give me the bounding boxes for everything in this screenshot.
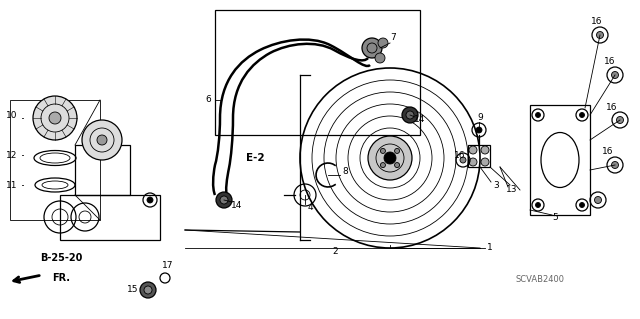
Circle shape	[147, 197, 153, 203]
Circle shape	[395, 163, 399, 167]
Text: 16: 16	[604, 57, 616, 66]
Text: 4: 4	[307, 204, 313, 212]
Text: B-25-20: B-25-20	[40, 253, 83, 263]
Circle shape	[460, 157, 466, 163]
Text: 16: 16	[602, 147, 614, 157]
Circle shape	[82, 120, 122, 160]
Text: 2: 2	[332, 248, 338, 256]
Circle shape	[476, 127, 482, 133]
Circle shape	[469, 158, 477, 166]
Circle shape	[595, 197, 602, 204]
Circle shape	[380, 148, 385, 153]
Circle shape	[596, 32, 604, 39]
Text: 17: 17	[163, 261, 173, 270]
Circle shape	[536, 113, 541, 117]
Text: 14: 14	[414, 115, 426, 124]
Bar	[215, 10, 420, 135]
Text: 16: 16	[591, 18, 603, 26]
Text: 8: 8	[342, 167, 348, 176]
Circle shape	[362, 38, 382, 58]
Circle shape	[220, 196, 228, 204]
Bar	[530, 105, 590, 215]
Circle shape	[481, 146, 489, 154]
Text: 15: 15	[127, 286, 139, 294]
Circle shape	[395, 148, 399, 153]
Text: 10: 10	[6, 110, 17, 120]
Text: 5: 5	[552, 213, 558, 222]
Text: 11: 11	[6, 181, 17, 189]
Circle shape	[481, 158, 489, 166]
Circle shape	[368, 136, 412, 180]
Text: 12: 12	[6, 151, 17, 160]
Text: 7: 7	[390, 33, 396, 42]
Text: SCVAB2400: SCVAB2400	[515, 276, 564, 285]
Text: 3: 3	[493, 181, 499, 189]
Text: 13: 13	[506, 186, 518, 195]
Circle shape	[579, 113, 584, 117]
Circle shape	[49, 112, 61, 124]
Circle shape	[144, 286, 152, 294]
Circle shape	[97, 135, 107, 145]
Circle shape	[579, 203, 584, 207]
Circle shape	[375, 53, 385, 63]
Circle shape	[140, 282, 156, 298]
Circle shape	[380, 163, 385, 167]
Text: 1: 1	[487, 243, 493, 253]
Circle shape	[536, 203, 541, 207]
Circle shape	[378, 38, 388, 48]
Bar	[10, 100, 100, 220]
Circle shape	[611, 71, 618, 78]
Circle shape	[33, 96, 77, 140]
Text: 9: 9	[477, 114, 483, 122]
Circle shape	[611, 161, 618, 168]
Text: FR.: FR.	[52, 273, 70, 283]
Circle shape	[402, 107, 418, 123]
Text: 16: 16	[454, 151, 466, 160]
Text: E-2: E-2	[246, 153, 264, 163]
Bar	[75, 145, 130, 195]
Bar	[468, 145, 490, 167]
Text: 14: 14	[231, 201, 243, 210]
Bar	[60, 195, 160, 240]
Circle shape	[469, 146, 477, 154]
Circle shape	[616, 116, 623, 123]
Text: 6: 6	[205, 95, 211, 105]
Text: 16: 16	[606, 103, 618, 113]
Circle shape	[216, 192, 232, 208]
Circle shape	[384, 152, 396, 164]
Circle shape	[406, 111, 414, 119]
